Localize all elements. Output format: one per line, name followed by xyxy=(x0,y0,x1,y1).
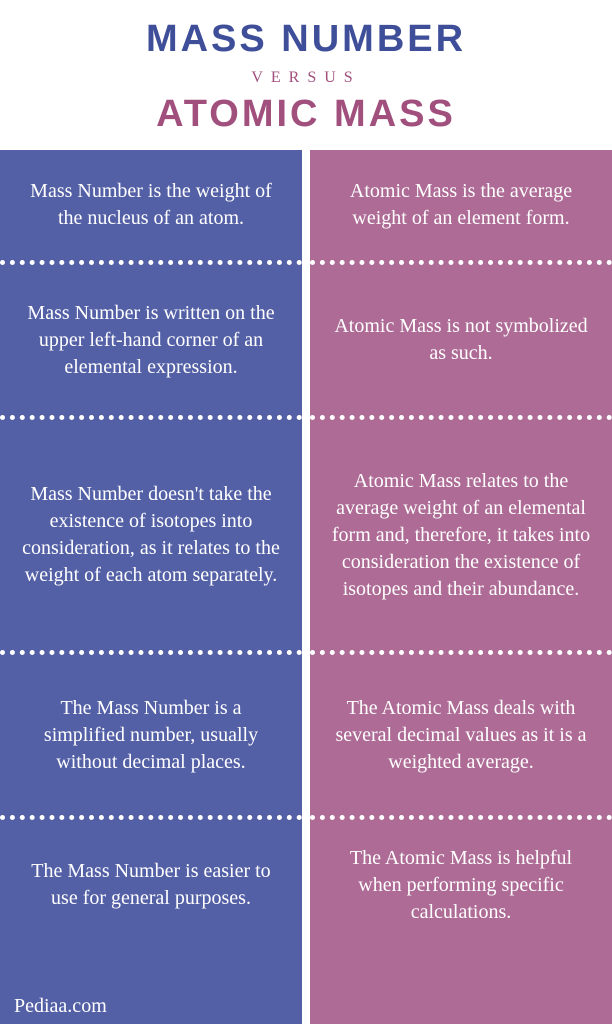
cell-text: The Atomic Mass deals with several decim… xyxy=(328,695,594,776)
cell-text: The Atomic Mass is helpful when performi… xyxy=(328,845,594,926)
cell-right-0: Atomic Mass is the average weight of an … xyxy=(310,150,612,260)
cell-right-2: Atomic Mass relates to the average weigh… xyxy=(310,420,612,650)
cell-left-3: The Mass Number is a simplified number, … xyxy=(0,655,302,815)
header: MASS NUMBER VERSUS ATOMIC MASS xyxy=(0,0,612,150)
cell-left-0: Mass Number is the weight of the nucleus… xyxy=(0,150,302,260)
comparison-grid: Mass Number is the weight of the nucleus… xyxy=(0,150,612,1024)
cell-text: Atomic Mass relates to the average weigh… xyxy=(328,468,594,603)
cell-left-2: Mass Number doesn't take the existence o… xyxy=(0,420,302,650)
title-atomic-mass: ATOMIC MASS xyxy=(10,93,602,136)
cell-text: The Mass Number is a simplified number, … xyxy=(18,695,284,776)
cell-right-4: The Atomic Mass is helpful when performi… xyxy=(310,820,612,950)
cell-right-1: Atomic Mass is not symbolized as such. xyxy=(310,265,612,415)
column-mass-number: Mass Number is the weight of the nucleus… xyxy=(0,150,302,1024)
cell-text: Mass Number is the weight of the nucleus… xyxy=(18,178,284,232)
column-atomic-mass: Atomic Mass is the average weight of an … xyxy=(310,150,612,1024)
title-mass-number: MASS NUMBER xyxy=(10,18,602,61)
cell-text: The Mass Number is easier to use for gen… xyxy=(18,858,284,912)
cell-text: Mass Number is written on the upper left… xyxy=(18,300,284,381)
cell-right-3: The Atomic Mass deals with several decim… xyxy=(310,655,612,815)
cell-text: Atomic Mass is the average weight of an … xyxy=(328,178,594,232)
cell-left-1: Mass Number is written on the upper left… xyxy=(0,265,302,415)
cell-text: Mass Number doesn't take the existence o… xyxy=(18,481,284,589)
versus-label: VERSUS xyxy=(10,69,602,87)
infographic-container: MASS NUMBER VERSUS ATOMIC MASS Mass Numb… xyxy=(0,0,612,1024)
column-gap xyxy=(302,150,310,1024)
cell-text: Atomic Mass is not symbolized as such. xyxy=(328,313,594,367)
source-credit: Pediaa.com xyxy=(14,995,107,1018)
cell-left-4: The Mass Number is easier to use for gen… xyxy=(0,820,302,950)
